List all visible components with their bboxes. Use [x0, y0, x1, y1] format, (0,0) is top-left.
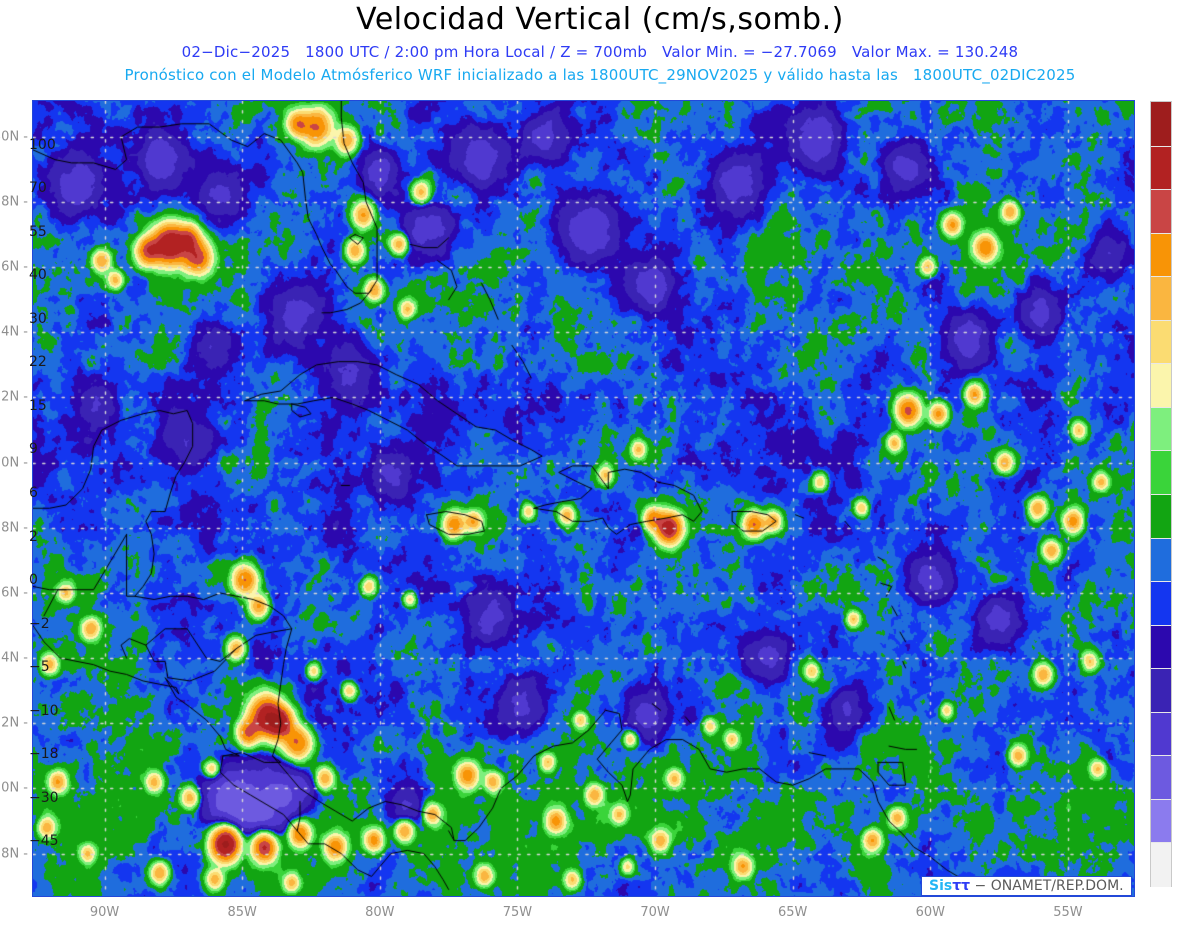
y-axis-tick-22N: 22N -	[0, 389, 28, 405]
colorbar-separator-12	[1151, 624, 1171, 626]
forecast-meta-line: 02−Dic−2025 1800 UTC / 2:00 pm Hora Loca…	[181, 43, 1019, 61]
colorbar-band-3	[1151, 232, 1171, 277]
x-axis-tick-85W: 85W	[227, 905, 257, 920]
colorbar-separator-3	[1151, 232, 1171, 234]
colorbar-separator-14	[1151, 711, 1171, 713]
y-axis-tick-28N: 28N -	[0, 194, 28, 210]
colorbar-tick-9: 2	[29, 528, 38, 545]
y-axis-tick-8N: 8N -	[1, 846, 28, 862]
colorbar-separator-9	[1151, 494, 1171, 495]
colorbar-band-5	[1151, 319, 1171, 364]
colorbar-separator-10	[1151, 537, 1171, 539]
colorbar-band-11	[1151, 581, 1171, 626]
y-axis-tick-26N: 26N -	[0, 259, 28, 275]
colorbar-tick-13: −10	[29, 702, 59, 719]
colorbar-tick-16: −45	[29, 833, 59, 850]
colorbar-band-13	[1151, 668, 1171, 713]
colorbar-separator-2	[1151, 189, 1171, 191]
colorbar-tick-4: 30	[29, 310, 47, 327]
colorbar-separator-8	[1151, 450, 1171, 452]
colorbar-band-6	[1151, 363, 1171, 408]
colorbar-tick-3: 40	[29, 267, 47, 284]
colorbar-separator-11	[1151, 581, 1171, 583]
colorbar-separator-16	[1151, 798, 1171, 800]
colorbar-band-9	[1151, 494, 1171, 539]
colorbar-band-10	[1151, 537, 1171, 582]
colorbar-tick-2: 55	[29, 223, 47, 240]
colorbar-separator-1	[1151, 145, 1171, 147]
x-axis-tick-55W: 55W	[1053, 905, 1083, 920]
page-title: Velocidad Vertical (cm/s,somb.)	[356, 2, 844, 37]
colorbar-band-12	[1151, 624, 1171, 669]
colorbar-separator-5	[1151, 319, 1171, 321]
watermark-sis-text: Sis	[929, 878, 953, 894]
y-axis-tick-30N: 30N -	[0, 129, 28, 145]
y-axis-tick-18N: 18N -	[0, 520, 28, 536]
x-axis-tick-90W: 90W	[89, 905, 120, 920]
x-axis-tick-65W: 65W	[777, 905, 808, 920]
colorbar-band-17	[1151, 842, 1171, 887]
colorbar-tick-10: 0	[29, 572, 38, 589]
colorbar-separator-4	[1151, 276, 1171, 278]
colorbar-tick-14: −18	[29, 746, 59, 763]
colorbar-band-14	[1151, 711, 1171, 756]
model-info-line: Pronóstico con el Modelo Atmósferico WRF…	[124, 66, 1076, 84]
colorbar-band-8	[1151, 450, 1171, 495]
watermark-logo: Sisττ − ONAMET/REP.DOM.	[921, 876, 1132, 896]
colorbar-tick-11: −2	[29, 615, 50, 632]
chart-header: Velocidad Vertical (cm/s,somb.) 02−Dic−2…	[0, 0, 1200, 95]
colorbar-band-4	[1151, 276, 1171, 321]
colorbar-band-16	[1151, 798, 1171, 844]
map-plot-area	[32, 100, 1135, 897]
y-axis-tick-20N: 20N -	[0, 455, 28, 471]
watermark-org-text: − ONAMET/REP.DOM.	[974, 878, 1124, 894]
y-axis-tick-14N: 14N -	[0, 650, 28, 666]
colorbar-tick-15: −30	[29, 789, 59, 806]
coastline-and-grid-overlay	[33, 101, 1134, 896]
x-axis-tick-80W: 80W	[365, 905, 395, 920]
colorbar-tick-8: 6	[29, 485, 38, 501]
y-axis-tick-10N: 10N -	[0, 780, 28, 796]
colorbar-tick-7: 9	[29, 441, 38, 458]
colorbar-tick-12: −5	[29, 659, 50, 676]
colorbar-separator-15	[1151, 755, 1171, 757]
x-axis-tick-70W: 70W	[640, 905, 670, 920]
colorbar-separator-13	[1151, 668, 1171, 670]
colorbar-separator-17	[1151, 842, 1171, 844]
colorbar	[1150, 101, 1172, 887]
colorbar-tick-6: 15	[29, 397, 47, 414]
y-axis-tick-24N: 24N -	[0, 324, 28, 340]
x-axis-tick-75W: 75W	[502, 905, 533, 920]
x-axis-tick-60W: 60W	[915, 905, 946, 920]
colorbar-band-7	[1151, 406, 1171, 452]
watermark-pi-glyph: ττ	[952, 878, 971, 894]
colorbar-band-15	[1151, 755, 1171, 800]
colorbar-tick-0: 100	[29, 136, 56, 153]
y-axis-tick-12N: 12N -	[0, 715, 28, 731]
colorbar-band-1	[1151, 145, 1171, 190]
colorbar-band-0	[1151, 102, 1171, 147]
colorbar-separator-6	[1151, 363, 1171, 365]
colorbar-tick-1: 70	[29, 180, 47, 197]
colorbar-band-2	[1151, 189, 1171, 234]
colorbar-tick-5: 22	[29, 354, 47, 371]
colorbar-separator-7	[1151, 406, 1171, 408]
y-axis-tick-16N: 16N -	[0, 585, 28, 601]
